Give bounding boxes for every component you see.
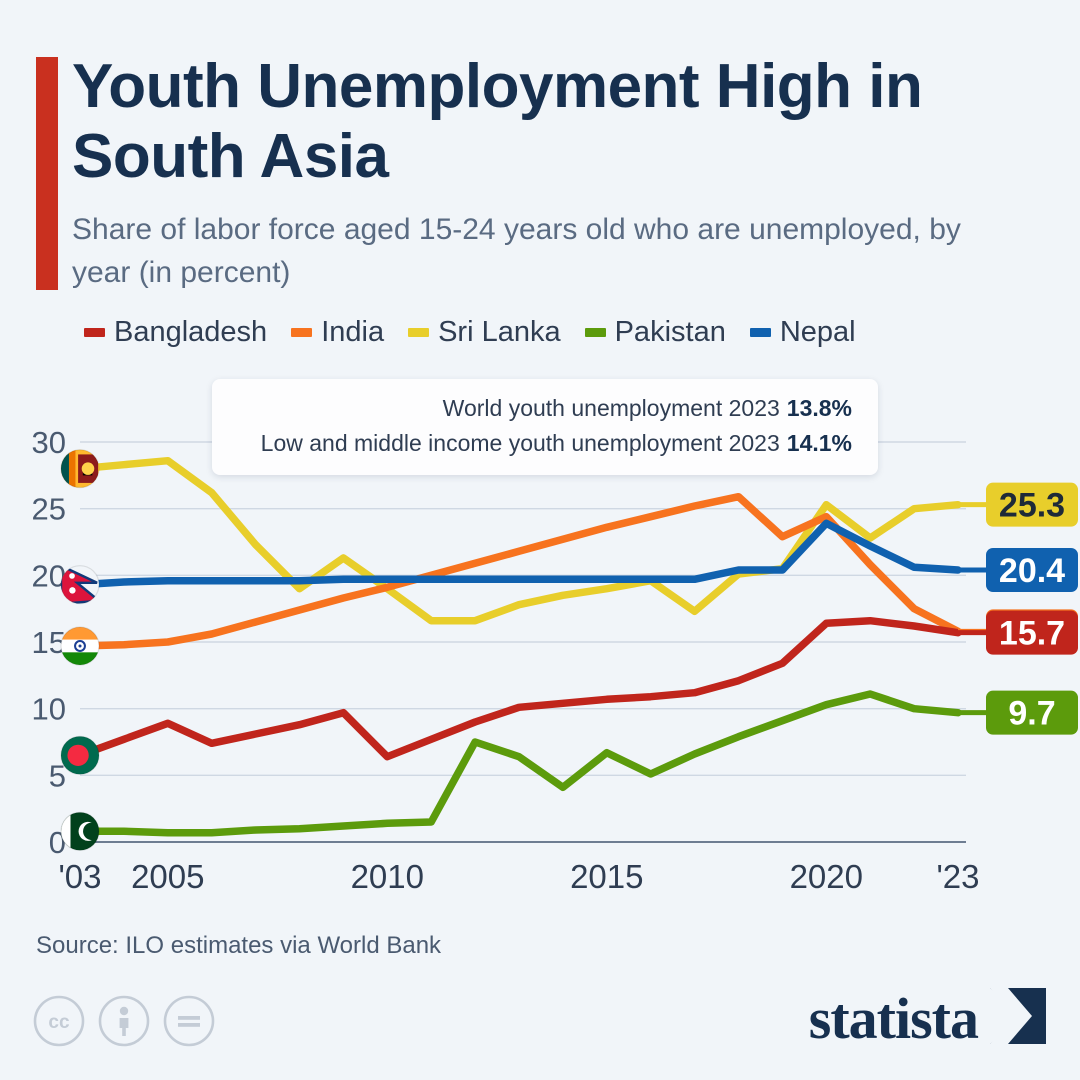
legend-swatch — [584, 328, 606, 337]
benchmark-row: Low and middle income youth unemployment… — [238, 426, 852, 461]
end-label-value: 15.7 — [999, 615, 1065, 653]
page-subtitle: Share of labor force aged 15-24 years ol… — [72, 213, 961, 289]
end-label-value: 25.3 — [999, 487, 1065, 525]
benchmark-value: 13.8% — [786, 395, 852, 421]
legend-swatch — [291, 328, 313, 337]
end-label-box-sri-lanka — [986, 482, 1078, 527]
y-axis-tick-label: 15 — [32, 625, 66, 660]
line-chart: 0 5 10 15 20 25 30'03 2005 2010 2015 2020'23 25.3 20… — [0, 420, 1080, 910]
svg-text:cc: cc — [48, 1012, 70, 1033]
cc-nd-icon[interactable] — [163, 995, 215, 1052]
accent-bar — [36, 57, 58, 290]
creative-commons-icons: cc — [33, 995, 215, 1052]
y-axis-tick-label: 20 — [32, 558, 66, 593]
statista-logo: statista — [809, 988, 1046, 1049]
y-axis-tick-label: 25 — [32, 492, 66, 527]
legend-item-label: Bangladesh — [114, 316, 268, 348]
x-axis-tick-label: 2005 — [131, 858, 204, 895]
legend-item-nepal[interactable]: Nepal — [749, 316, 856, 349]
series-line-nepal[interactable] — [76, 519, 962, 589]
y-axis-tick-label: 10 — [32, 692, 66, 727]
legend-item-label: India — [321, 316, 385, 348]
legend-item-sri-lanka[interactable]: Sri Lanka — [408, 316, 561, 349]
benchmark-row: World youth unemployment 2023 13.8% — [238, 391, 852, 426]
legend-item-bangladesh[interactable]: Bangladesh — [84, 316, 267, 349]
x-axis-tick-label: 2010 — [351, 858, 424, 895]
india-flag-icon — [60, 626, 100, 666]
sri-lanka-flag-icon — [60, 449, 100, 489]
legend-item-india[interactable]: India — [291, 316, 384, 349]
series-line-india[interactable] — [76, 492, 962, 650]
statista-wordmark: statista — [808, 985, 979, 1051]
source-note: Source: ILO estimates via World Bank — [36, 932, 442, 959]
end-label-value: 9.7 — [1008, 695, 1055, 733]
x-axis-tick-label: 2020 — [790, 858, 863, 895]
statista-logo-mark — [988, 988, 1046, 1049]
series-line-sri-lanka[interactable] — [76, 456, 962, 625]
cc-icon[interactable]: cc — [33, 995, 85, 1052]
legend-item-label: Sri Lanka — [438, 316, 561, 348]
bangladesh-flag-icon — [60, 735, 100, 775]
x-axis-tick-label: '23 — [936, 858, 979, 895]
legend-swatch — [408, 328, 430, 337]
legend-item-label: Pakistan — [614, 316, 726, 348]
end-label-value: 20.4 — [999, 552, 1065, 590]
x-axis-tick-label: '03 — [58, 858, 101, 895]
benchmark-label: Low and middle income youth unemployment… — [260, 430, 780, 456]
pakistan-flag-icon — [60, 811, 100, 851]
legend-swatch — [749, 328, 771, 337]
end-label-box-nepal — [986, 548, 1078, 592]
benchmark-callout: World youth unemployment 2023 13.8% Low an… — [212, 379, 878, 475]
nepal-flag-icon — [60, 565, 100, 605]
y-axis-tick-label: 5 — [49, 758, 66, 793]
y-axis-tick-label: 30 — [32, 425, 66, 460]
end-label-box-pakistan — [986, 690, 1078, 735]
x-axis-tick-label: 2015 — [570, 858, 643, 895]
x-axis-ticks: '03 2005 2010 2015 2020 '23 — [58, 858, 979, 895]
benchmark-value: 14.1% — [786, 430, 852, 456]
cc-by-icon[interactable] — [98, 995, 150, 1052]
legend-item-label: Nepal — [779, 316, 856, 348]
series-line-pakistan[interactable] — [76, 690, 962, 837]
series-start-flags — [60, 449, 100, 851]
end-label-box-bangladesh — [986, 610, 1078, 655]
legend-swatch — [84, 328, 105, 337]
benchmark-label: World youth unemployment 2023 — [442, 395, 780, 421]
end-value-labels: 25.320.415.815.79.7 — [958, 482, 1078, 735]
chart-legend: Bangladesh India Sri Lanka Pakistan Nepal — [84, 316, 856, 349]
series-line-bangladesh[interactable] — [76, 616, 962, 761]
series-lines — [76, 456, 962, 837]
page-title: Youth Unemployment High in South Asia — [72, 52, 923, 191]
legend-item-pakistan[interactable]: Pakistan — [584, 316, 726, 349]
